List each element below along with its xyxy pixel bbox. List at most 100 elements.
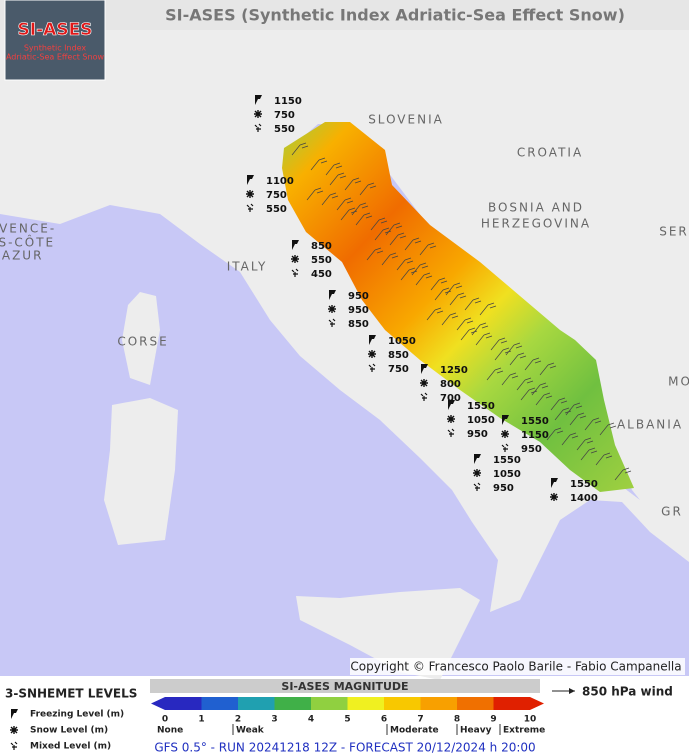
level-value: 550 [311, 255, 332, 266]
wind-barb [411, 262, 429, 276]
level-value: 1050 [467, 415, 495, 426]
level-value: 1550 [493, 455, 521, 466]
place-label: OVENCE- [0, 222, 56, 236]
mixed-icon [420, 392, 428, 401]
magnitude-class: Weak [236, 726, 265, 736]
scale-tick-label: 9 [490, 715, 496, 725]
wind-barb [595, 452, 613, 466]
wind-barb [464, 297, 482, 311]
level-value: 1050 [388, 336, 416, 347]
wind-barb [366, 247, 384, 261]
mixed-icon [447, 428, 455, 437]
wind-barb [449, 292, 467, 306]
copyright-bg [350, 658, 685, 675]
wind-barb [385, 222, 403, 236]
level-value: 950 [521, 444, 542, 455]
snow-icon [368, 350, 376, 358]
logo [4, 0, 106, 81]
magnitude-class: None [157, 726, 183, 736]
snow-icon [420, 379, 428, 387]
logo-line: Synthetic Index [24, 44, 87, 53]
wind-barb [565, 402, 583, 416]
wind-barb [441, 312, 459, 326]
wind-barb [419, 242, 437, 256]
snow-icon [501, 430, 509, 438]
freezing-icon [551, 478, 558, 488]
level-value: 1150 [521, 430, 549, 441]
level-value: 1250 [440, 365, 468, 376]
magnitude-title: SI-ASES MAGNITUDE [281, 680, 408, 693]
freezing-icon [329, 290, 336, 300]
level-value: 750 [266, 190, 287, 201]
wind-barb [509, 352, 527, 366]
wind-barb [550, 397, 568, 411]
level-value: 850 [311, 241, 332, 252]
mixed-icon [501, 443, 509, 452]
freezing-icon [255, 95, 262, 105]
wind-barb [396, 257, 414, 271]
wind-barb [306, 187, 324, 201]
legend: 3-SNHEMET LEVELS SI-ASES MAGNITUDE 850 h… [5, 679, 673, 755]
wind-barb [561, 432, 579, 446]
mixed-icon [10, 741, 18, 750]
scale-segment [384, 697, 421, 710]
sea [0, 205, 689, 676]
scale-tick-label: 1 [198, 715, 204, 725]
snow-icon [10, 726, 18, 734]
wind-arrow-head [569, 688, 575, 694]
magnitude-class: Moderate [390, 726, 439, 736]
wind-barb [336, 197, 354, 211]
mixed-icon [368, 363, 376, 372]
scale-tick-label: 2 [235, 715, 241, 725]
snow-icon [254, 110, 262, 118]
level-value: 750 [388, 364, 409, 375]
level-value: 950 [348, 305, 369, 316]
wind-barb [404, 237, 422, 251]
wind-barb [344, 177, 362, 191]
level-value: 450 [311, 269, 332, 280]
scale-segment [201, 697, 238, 710]
wind-barb [389, 232, 407, 246]
scale-tick-label: 8 [454, 715, 460, 725]
level-value: 1550 [521, 416, 549, 427]
freezing-icon [448, 400, 455, 410]
wind-barb [576, 437, 594, 451]
logo-line: Adriatic-Sea Effect Snow [6, 53, 105, 62]
wind-barb [580, 447, 598, 461]
copyright: Copyright © Francesco Paolo Barile - Fab… [350, 660, 681, 674]
place-label: ITALY [227, 260, 268, 274]
wind-barb [370, 217, 388, 231]
level-value: 750 [274, 110, 295, 121]
wind-barb [479, 302, 497, 316]
place-label: SLOVENIA [368, 113, 444, 127]
wind-barb [505, 342, 523, 356]
level-legend: Snow Level (m) [30, 726, 108, 736]
wind-barb [351, 202, 369, 216]
scale-tick-label: 7 [417, 715, 423, 725]
scale-segment [311, 697, 348, 710]
sicily [296, 588, 480, 680]
mixed-icon [291, 268, 299, 277]
place-label: ALBANIA [617, 418, 683, 432]
magnitude-class: Extreme [503, 726, 545, 736]
freezing-icon [292, 240, 299, 250]
level-value: 1550 [467, 401, 495, 412]
level-value: 1400 [570, 493, 598, 504]
scale-segment [238, 697, 275, 710]
wind-barb [490, 337, 508, 351]
level-value: 1050 [493, 469, 521, 480]
wind-barb [426, 307, 444, 321]
place-label: SER [659, 225, 689, 239]
scale-tick-label: 4 [308, 715, 314, 725]
freezing-icon [502, 415, 509, 425]
scale-segment [457, 697, 494, 710]
wind-barb [430, 277, 448, 291]
place-label: 'AZUR [0, 249, 43, 263]
level-value: 1550 [570, 479, 598, 490]
level-value: 700 [440, 393, 461, 404]
snow-icon [246, 190, 254, 198]
wind-barb [310, 157, 328, 171]
map: SI-ASES Synthetic Index Adriatic-Sea Eff… [0, 0, 689, 680]
mixed-icon [328, 318, 336, 327]
